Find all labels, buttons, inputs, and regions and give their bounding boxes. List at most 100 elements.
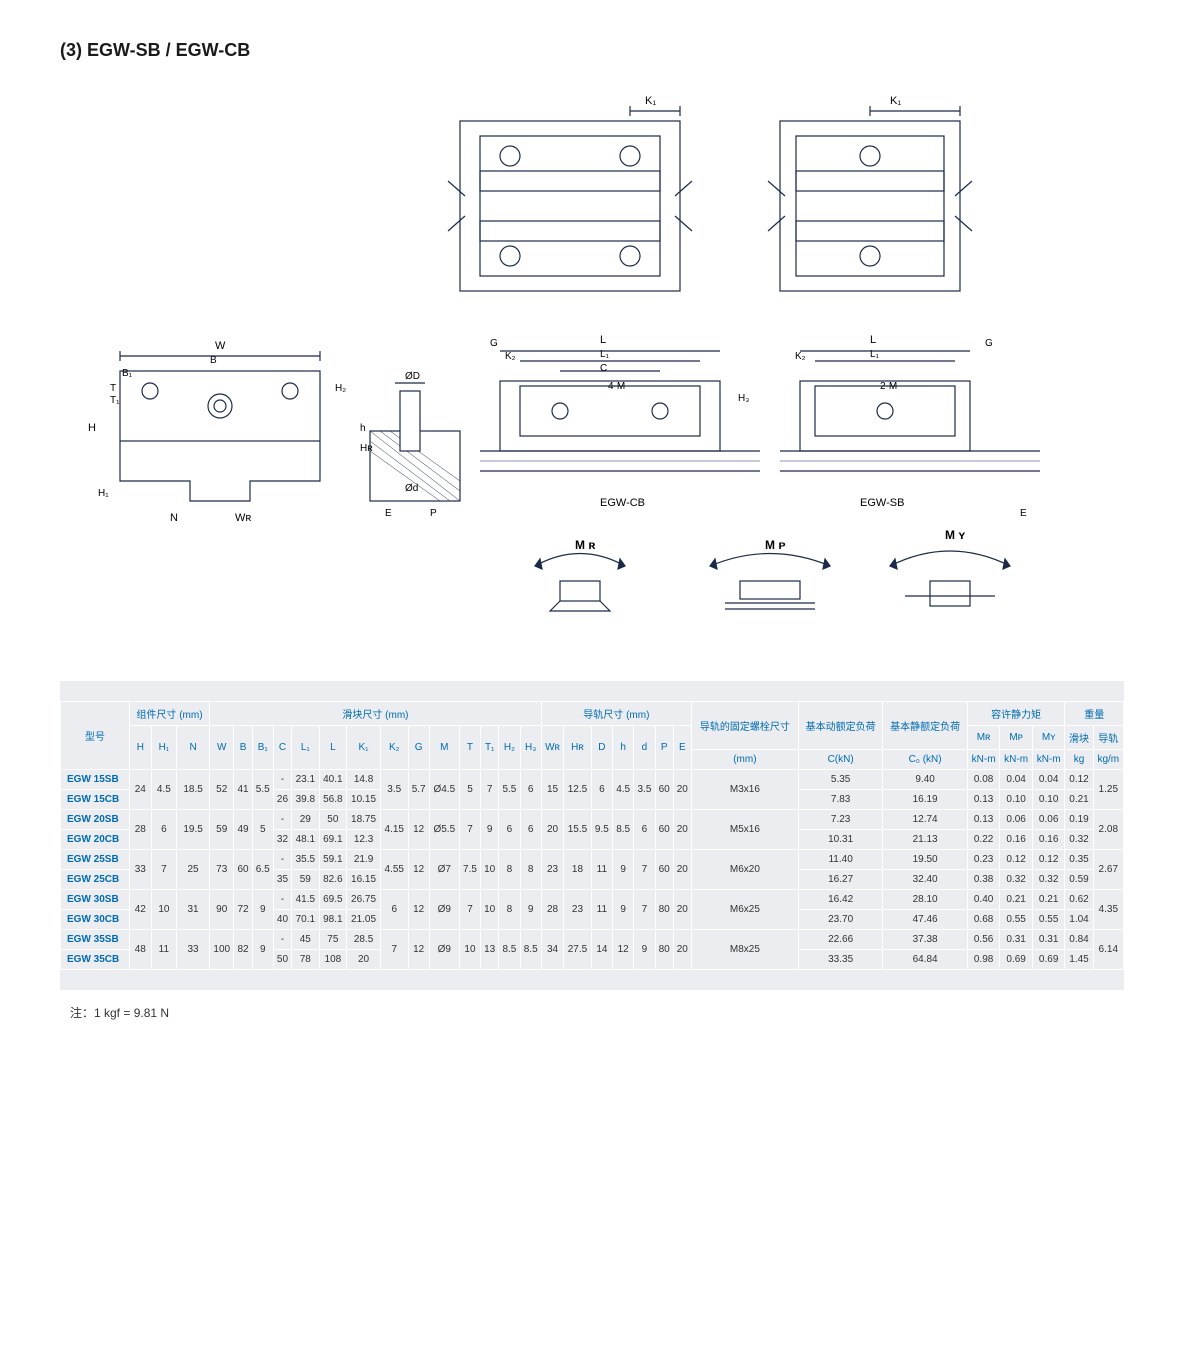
cell: 82 [234, 930, 252, 970]
cell: 16.27 [798, 870, 882, 890]
cell: 0.31 [1032, 930, 1065, 950]
cell: 0.32 [1000, 870, 1033, 890]
cell: EGW 20SB [61, 810, 130, 830]
table-row: EGW 20SB28619.559495-295018.754.1512Ø5.5… [61, 810, 1124, 830]
cell: EGW 30SB [61, 890, 130, 910]
footnote: 注：1 kgf = 9.81 N [60, 1004, 1124, 1021]
label-H: H [88, 422, 96, 434]
cell: 0.98 [967, 950, 1000, 970]
cell: 6 [634, 810, 655, 850]
label-T1: T₁ [110, 395, 120, 406]
cell: 0.19 [1065, 810, 1093, 830]
cell: M6x25 [691, 890, 798, 930]
cell: 0.04 [1000, 770, 1033, 790]
technical-diagrams: K₁ K₁ W B B₁ H H₁ H₂ T T₁ N [60, 91, 1124, 651]
cell: 7.23 [798, 810, 882, 830]
cell: 9 [252, 890, 273, 930]
label-B: B [210, 355, 217, 366]
label-P: P [430, 508, 437, 519]
th-Gc: G [408, 726, 429, 770]
cell: 0.68 [967, 910, 1000, 930]
cell: 0.40 [967, 890, 1000, 910]
cell: 8.5 [520, 930, 541, 970]
cell: 20 [673, 890, 691, 930]
th-T1c: T₁ [481, 726, 499, 770]
cell: EGW 35SB [61, 930, 130, 950]
cell: 20 [673, 770, 691, 810]
cell: 20 [673, 810, 691, 850]
cell: 56.8 [319, 790, 347, 810]
cell: 100 [210, 930, 234, 970]
cell: 0.31 [1000, 930, 1033, 950]
cell: 19.50 [883, 850, 967, 870]
cell: 52 [210, 770, 234, 810]
cell: Ø5.5 [429, 810, 459, 850]
cell: 6 [151, 810, 176, 850]
th-Dc: D [591, 726, 612, 770]
th-dyn: 基本动额定负荷 [798, 702, 882, 750]
cell: 9 [613, 890, 634, 930]
th-WRc: Wʀ [541, 726, 563, 770]
th-Mc: M [429, 726, 459, 770]
th-H: H [129, 726, 151, 770]
th-Pc: P [655, 726, 673, 770]
cell: 28 [541, 890, 563, 930]
cell: 7 [634, 850, 655, 890]
cell: 6 [520, 810, 541, 850]
cell: 0.38 [967, 870, 1000, 890]
th-block: 滑块尺寸 (mm) [210, 702, 542, 726]
th-Cc: C [273, 726, 291, 770]
cell: - [273, 850, 291, 870]
cell: 80 [655, 930, 673, 970]
cell: 78 [292, 950, 320, 970]
cell: 12 [408, 810, 429, 850]
cell: 21.05 [347, 910, 381, 930]
cell: 0.16 [1032, 830, 1065, 850]
cell: 0.12 [1000, 850, 1033, 870]
cell: EGW 25SB [61, 850, 130, 870]
cell: 0.32 [1065, 830, 1093, 850]
cell: 37.38 [883, 930, 967, 950]
cell: 5.5 [252, 770, 273, 810]
cell: EGW 20CB [61, 830, 130, 850]
cell: 29 [292, 810, 320, 830]
th-K2c: K₂ [380, 726, 408, 770]
cell: 39.8 [292, 790, 320, 810]
th-railwt: 导轨 [1093, 726, 1123, 750]
cell: 42 [129, 890, 151, 930]
cell: 15.5 [564, 810, 592, 850]
label-H2: H₂ [335, 383, 346, 394]
cell: 10 [481, 890, 499, 930]
th-boltmm: (mm) [691, 750, 798, 770]
cell: 59 [292, 870, 320, 890]
cell: 1.45 [1065, 950, 1093, 970]
cell: 7 [481, 770, 499, 810]
label-E: E [385, 508, 392, 519]
spec-table-container: 型号 组件尺寸 (mm) 滑块尺寸 (mm) 导轨尺寸 (mm) 导轨的固定螺栓… [60, 681, 1124, 990]
cell: 6 [520, 770, 541, 810]
label-h: h [360, 423, 366, 434]
cell: 60 [655, 770, 673, 810]
th-MYh: Mʏ [1032, 726, 1065, 750]
cell: 41.5 [292, 890, 320, 910]
label-L-sb: L [870, 334, 876, 346]
th-Wc: W [210, 726, 234, 770]
label-H3: H₃ [738, 393, 749, 404]
cell: 6 [380, 890, 408, 930]
cell: 90 [210, 890, 234, 930]
th-MRh: Mʀ [967, 726, 1000, 750]
label-N: N [170, 512, 178, 524]
cell: 9 [634, 930, 655, 970]
cell: 16.15 [347, 870, 381, 890]
cell: 12 [408, 890, 429, 930]
cell: 72 [234, 890, 252, 930]
cell: 9 [252, 930, 273, 970]
label-egwcb: EGW-CB [600, 497, 645, 509]
cell: 7 [459, 890, 480, 930]
cell: 11 [591, 890, 612, 930]
cell: 3.5 [380, 770, 408, 810]
cell: - [273, 810, 291, 830]
cell: 18 [564, 850, 592, 890]
th-static: 基本静额定负荷 [883, 702, 967, 750]
cell: 75 [319, 930, 347, 950]
